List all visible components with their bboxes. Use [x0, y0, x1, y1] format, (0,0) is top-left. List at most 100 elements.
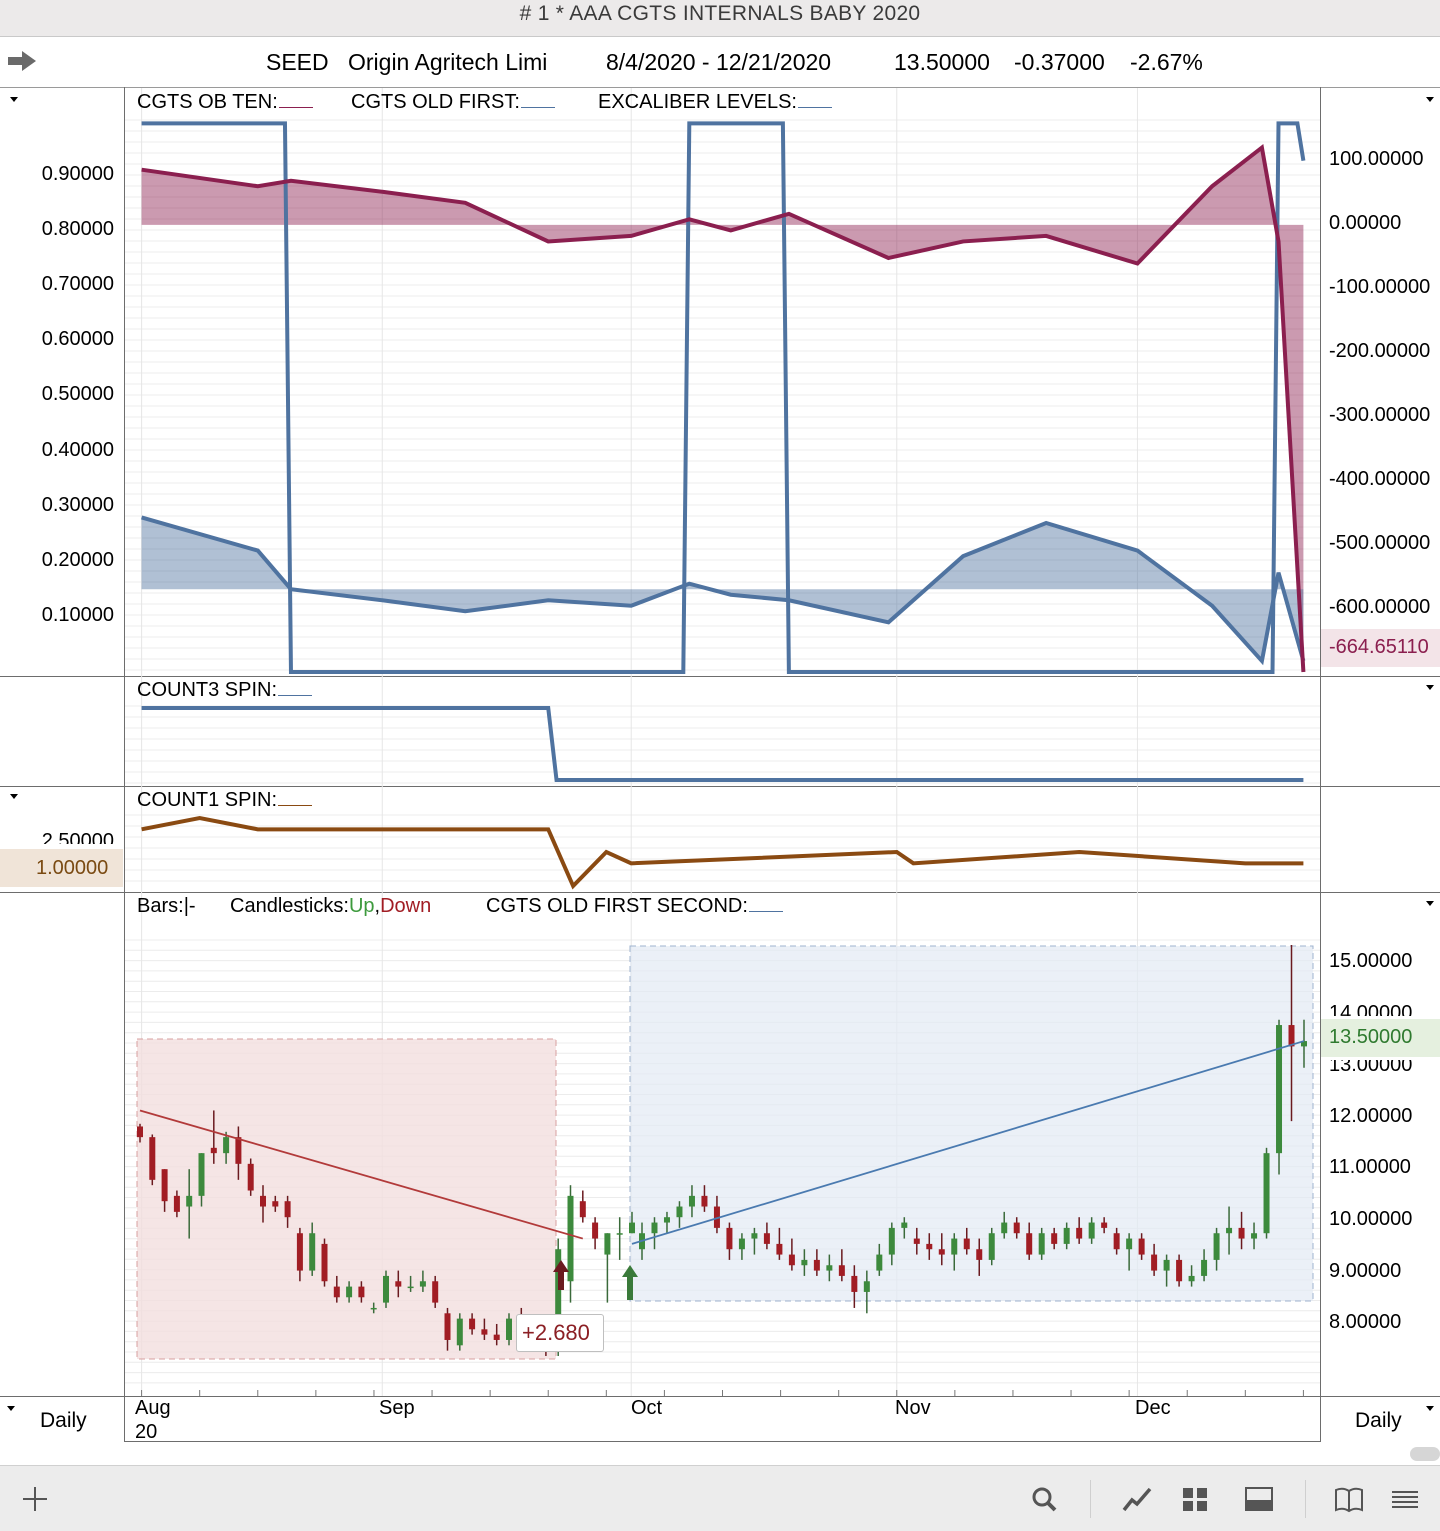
- legend-label: COUNT3 SPIN:: [137, 679, 278, 701]
- candle-body: [493, 1334, 500, 1340]
- candle-body: [1001, 1222, 1008, 1234]
- legend-swatch: [278, 695, 313, 696]
- list-icon[interactable]: [1388, 1484, 1422, 1514]
- candle-body: [456, 1318, 463, 1346]
- legend-bars[interactable]: Bars:|-: [137, 895, 196, 918]
- periodicity-left[interactable]: Daily: [40, 1409, 87, 1432]
- search-icon[interactable]: [1028, 1484, 1062, 1514]
- candle-body: [1251, 1233, 1258, 1239]
- gain-annotation-text: +2.680: [522, 1320, 590, 1345]
- pane-menu-icon[interactable]: [1426, 97, 1434, 102]
- candle-body: [801, 1259, 808, 1266]
- legend-excaliber-levels[interactable]: EXCALIBER LEVELS:: [598, 91, 832, 114]
- gain-annotation[interactable]: +2.680: [516, 1314, 604, 1352]
- candle-body: [555, 1249, 562, 1346]
- candle-body: [346, 1286, 353, 1298]
- current-price-label: 13.50000: [1329, 1026, 1413, 1048]
- pane-menu-icon[interactable]: [10, 97, 18, 102]
- candle-body: [383, 1275, 389, 1303]
- right-arrow-icon[interactable]: [6, 49, 38, 73]
- candle-body: [976, 1249, 983, 1260]
- candle-body: [1263, 1153, 1270, 1234]
- ticker-symbol[interactable]: SEED: [266, 49, 329, 75]
- legend-cgts-ob-ten[interactable]: CGTS OB TEN:: [137, 91, 313, 114]
- y-tick-label: -400.00000: [1329, 468, 1431, 490]
- toolbar-separator: [1305, 1480, 1306, 1518]
- candle-body: [1026, 1233, 1033, 1255]
- x-tick-label-aug: Aug: [135, 1397, 171, 1419]
- candle-body: [432, 1281, 439, 1303]
- current-value-badge: 1.00000: [0, 849, 123, 887]
- x-year-label: 20: [135, 1421, 158, 1443]
- candle-body: [284, 1201, 291, 1218]
- y-tick-label: 0.30000: [41, 494, 114, 516]
- candle-body: [763, 1233, 770, 1244]
- candle-body: [296, 1233, 303, 1271]
- y-tick-label: 11.00000: [1329, 1156, 1411, 1178]
- sell-signal-arrow: [553, 1260, 569, 1290]
- candle-body: [321, 1243, 328, 1282]
- pane-divider[interactable]: [0, 786, 1440, 787]
- candle-body: [1013, 1222, 1020, 1234]
- legend-cgts-old-first[interactable]: CGTS OLD FIRST:: [351, 91, 555, 114]
- legend-count3-spin[interactable]: COUNT3 SPIN:: [137, 679, 313, 702]
- legend-down: Down: [380, 895, 432, 917]
- add-icon[interactable]: [18, 1484, 52, 1514]
- legend-cgts-old-first-second[interactable]: CGTS OLD FIRST SECOND:: [486, 895, 783, 918]
- y-tick-label: 0.90000: [41, 163, 114, 185]
- candle-body: [1138, 1238, 1145, 1255]
- charts-canvas[interactable]: [0, 0, 1440, 1465]
- price-change-percent: -2.67%: [1130, 49, 1203, 75]
- candle-body: [838, 1265, 845, 1276]
- candle-body: [469, 1318, 476, 1330]
- y-tick-label: 12.00000: [1329, 1105, 1413, 1127]
- y-tick-label: 0.50000: [41, 383, 114, 405]
- candle-body: [444, 1313, 451, 1340]
- candle-body: [938, 1249, 945, 1255]
- bottom-toolbar: [0, 1465, 1440, 1531]
- legend-label: CGTS OLD FIRST SECOND:: [486, 895, 748, 917]
- candle-body: [629, 1222, 635, 1234]
- candle-body: [1051, 1233, 1058, 1244]
- legend-label: CGTS OB TEN:: [137, 91, 278, 113]
- symbol-info-bar: SEED Origin Agritech Limi 8/4/2020 - 12/…: [0, 37, 1440, 88]
- y-tick-label: 100.00000: [1329, 148, 1424, 170]
- legend-candlesticks[interactable]: Candlesticks:Up,Down: [230, 895, 431, 918]
- candle-body: [876, 1254, 883, 1271]
- current-price-badge: 13.50000: [1321, 1019, 1440, 1057]
- horizontal-scrollbar[interactable]: [1410, 1447, 1440, 1461]
- line-chart-icon[interactable]: [1120, 1484, 1154, 1514]
- pane-menu-icon[interactable]: [10, 794, 18, 799]
- candle-body: [1038, 1233, 1045, 1255]
- candle-body: [419, 1281, 426, 1287]
- pane-menu-icon[interactable]: [1426, 685, 1434, 690]
- candle-body: [333, 1286, 340, 1298]
- security-name: Origin Agritech Limi: [348, 49, 548, 75]
- grid-icon[interactable]: [1178, 1484, 1212, 1514]
- left-axis-border: [124, 87, 125, 1442]
- current-value-badge: -664.65110: [1321, 629, 1440, 667]
- candle-body: [579, 1201, 586, 1218]
- pane-menu-icon[interactable]: [1426, 901, 1434, 906]
- candle-body: [676, 1206, 683, 1218]
- candle-body: [813, 1259, 820, 1271]
- book-icon[interactable]: [1332, 1484, 1366, 1514]
- count1-pane: [141, 815, 1304, 890]
- window-icon[interactable]: [1242, 1484, 1276, 1514]
- candle-body: [1113, 1233, 1120, 1250]
- candle-body: [926, 1243, 933, 1250]
- pane-divider[interactable]: [0, 676, 1440, 677]
- periodicity-menu-icon[interactable]: [1426, 1406, 1434, 1411]
- periodicity-right[interactable]: Daily: [1355, 1409, 1402, 1432]
- legend-label: EXCALIBER LEVELS:: [598, 91, 797, 113]
- candle-body: [567, 1195, 574, 1282]
- legend-count1-spin[interactable]: COUNT1 SPIN:: [137, 789, 313, 812]
- legend-separator: ,: [374, 895, 381, 917]
- periodicity-menu-icon[interactable]: [7, 1406, 15, 1411]
- count3-pane: [141, 706, 1304, 782]
- candle-body: [186, 1195, 193, 1207]
- pane-divider[interactable]: [0, 892, 1440, 893]
- x-tick-label-dec: Dec: [1135, 1397, 1171, 1419]
- up-trend-region: [629, 945, 1314, 1302]
- price-change: -0.37000: [1014, 49, 1105, 75]
